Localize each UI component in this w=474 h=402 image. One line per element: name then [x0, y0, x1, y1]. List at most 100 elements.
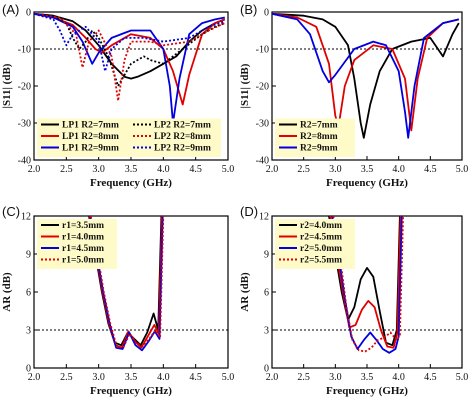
legend-entry: r2=4.0mm — [300, 221, 342, 231]
x-tick-label: 3.5 — [125, 164, 138, 175]
y-tick-label: -30 — [18, 119, 31, 130]
legend-entry: LP1 R2=9mm — [62, 144, 119, 154]
plot-area — [34, 12, 226, 124]
x-tick-label: 2.5 — [297, 164, 310, 175]
legend-entry: R2=9mm — [300, 144, 338, 154]
x-tick-label: 4.5 — [189, 164, 202, 175]
y-tick-label: 9 — [26, 250, 31, 261]
x-tick-label: 3.0 — [329, 164, 342, 175]
x-tick-label: 5.0 — [456, 372, 469, 383]
x-tick-label: 2.5 — [60, 164, 73, 175]
x-tick-label: 5.0 — [222, 164, 235, 175]
y-tick-label: 3 — [264, 326, 269, 337]
legend-entry: LP1 R2=8mm — [62, 132, 119, 142]
x-tick-label: 4.0 — [157, 372, 170, 383]
x-tick-label: 4.5 — [424, 164, 437, 175]
y-tick-label: 0 — [26, 8, 31, 19]
legend-entry: R2=7mm — [300, 121, 338, 131]
legend-entry: LP2 R2=8mm — [154, 132, 211, 142]
panel-letter: (D) — [240, 204, 258, 219]
x-tick-label: 3.0 — [92, 164, 105, 175]
legend-box — [275, 219, 355, 269]
legend-entry: r2=5.0mm — [300, 244, 342, 254]
panel-letter: (B) — [240, 2, 257, 17]
x-tick-label: 4.5 — [189, 372, 202, 383]
x-tick-label: 4.0 — [392, 372, 405, 383]
legend-entry: r1=5.0mm — [62, 256, 104, 266]
series-line-1 — [328, 216, 401, 347]
legend-entry: r1=4.0mm — [62, 233, 104, 243]
series-line-1 — [272, 12, 460, 139]
y-axis-label: AR (dB) — [239, 272, 251, 312]
y-axis-label: AR (dB) — [1, 272, 13, 312]
y-tick-label: -10 — [18, 45, 31, 56]
plot-area — [272, 12, 460, 139]
x-tick-label: 5.0 — [456, 164, 469, 175]
legend-entry: r1=3.5mm — [62, 221, 104, 231]
y-axis-label: |S11| (dB) — [239, 63, 251, 108]
plot-area — [328, 216, 404, 354]
panel-letter: (A) — [2, 2, 19, 17]
legend-entry: LP1 R2=7mm — [62, 121, 119, 131]
series-line-2 — [272, 12, 460, 132]
chart-panel-2: (B) 2.0 2.5 3.0 3.5 4.0 4.5 5.0 0 -10 -20 -30 -40 Fre… — [239, 2, 468, 189]
legend-entry: LP2 R2=7mm — [154, 121, 211, 131]
x-tick-label: 3.0 — [329, 372, 342, 383]
x-axis-label: Frequency (GHz) — [326, 385, 408, 397]
x-tick-label: 5.0 — [222, 372, 235, 383]
series-line-1 — [34, 12, 226, 80]
chart-panel-3: (C) 2.0 2.5 3.0 3.5 4.0 4.5 5.0 0 3 6 9 12 Frequency … — [1, 204, 234, 397]
x-tick-label: 4.0 — [157, 164, 170, 175]
y-axis-label: |S11| (dB) — [1, 63, 13, 108]
y-tick-label: -10 — [256, 45, 269, 56]
series-line-3 — [34, 12, 225, 124]
legend-entry: r2=5.5mm — [300, 256, 342, 266]
legend-entry: r2=4.5mm — [300, 233, 342, 243]
y-tick-label: 3 — [26, 326, 31, 337]
x-tick-label: 2.5 — [297, 372, 310, 383]
y-tick-label: -40 — [256, 156, 269, 167]
x-tick-label: 4.0 — [392, 164, 405, 175]
y-tick-label: 9 — [264, 250, 269, 261]
x-tick-label: 2.0 — [28, 164, 41, 175]
x-tick-label: 2.0 — [266, 164, 279, 175]
x-tick-label: 2.0 — [266, 372, 279, 383]
x-tick-label: 3.0 — [92, 372, 105, 383]
y-tick-label: 6 — [264, 288, 269, 299]
y-tick-label: -40 — [18, 156, 31, 167]
series-line-4 — [332, 216, 404, 353]
series-line-4 — [90, 216, 165, 349]
x-axis-label: Frequency (GHz) — [326, 177, 408, 189]
legend-box — [37, 219, 117, 269]
y-tick-label: -20 — [256, 82, 269, 93]
x-tick-label: 3.5 — [361, 372, 374, 383]
legend-box — [37, 118, 221, 157]
y-tick-label: 12 — [21, 212, 31, 223]
x-tick-label: 4.5 — [424, 372, 437, 383]
chart-panel-1: (A) 2.0 2.5 3.0 3.5 4.0 4.5 5.0 0 -10 -20 -30 -40 Fre… — [1, 2, 234, 189]
y-tick-label: 0 — [264, 364, 269, 375]
panel-letter: (C) — [2, 204, 20, 219]
x-tick-label: 2.0 — [28, 372, 41, 383]
legend-entry: R2=8mm — [300, 132, 338, 142]
x-tick-label: 2.5 — [60, 372, 73, 383]
series-line-2 — [329, 216, 402, 349]
x-tick-label: 3.5 — [361, 164, 374, 175]
y-tick-label: -20 — [18, 82, 31, 93]
y-tick-label: -30 — [256, 119, 269, 130]
series-line-3 — [331, 216, 403, 354]
legend-entry: LP2 R2=9mm — [154, 144, 211, 154]
legend-entry: r1=4.5mm — [62, 244, 104, 254]
y-tick-label: 0 — [26, 364, 31, 375]
x-axis-label: Frequency (GHz) — [90, 177, 172, 189]
plot-area — [88, 216, 165, 352]
y-tick-label: 12 — [259, 212, 269, 223]
chart-panel-4: (D) 2.0 2.5 3.0 3.5 4.0 4.5 5.0 0 3 6 9 12 Frequency … — [239, 204, 468, 397]
series-line-5 — [34, 12, 226, 102]
y-tick-label: 6 — [26, 288, 31, 299]
